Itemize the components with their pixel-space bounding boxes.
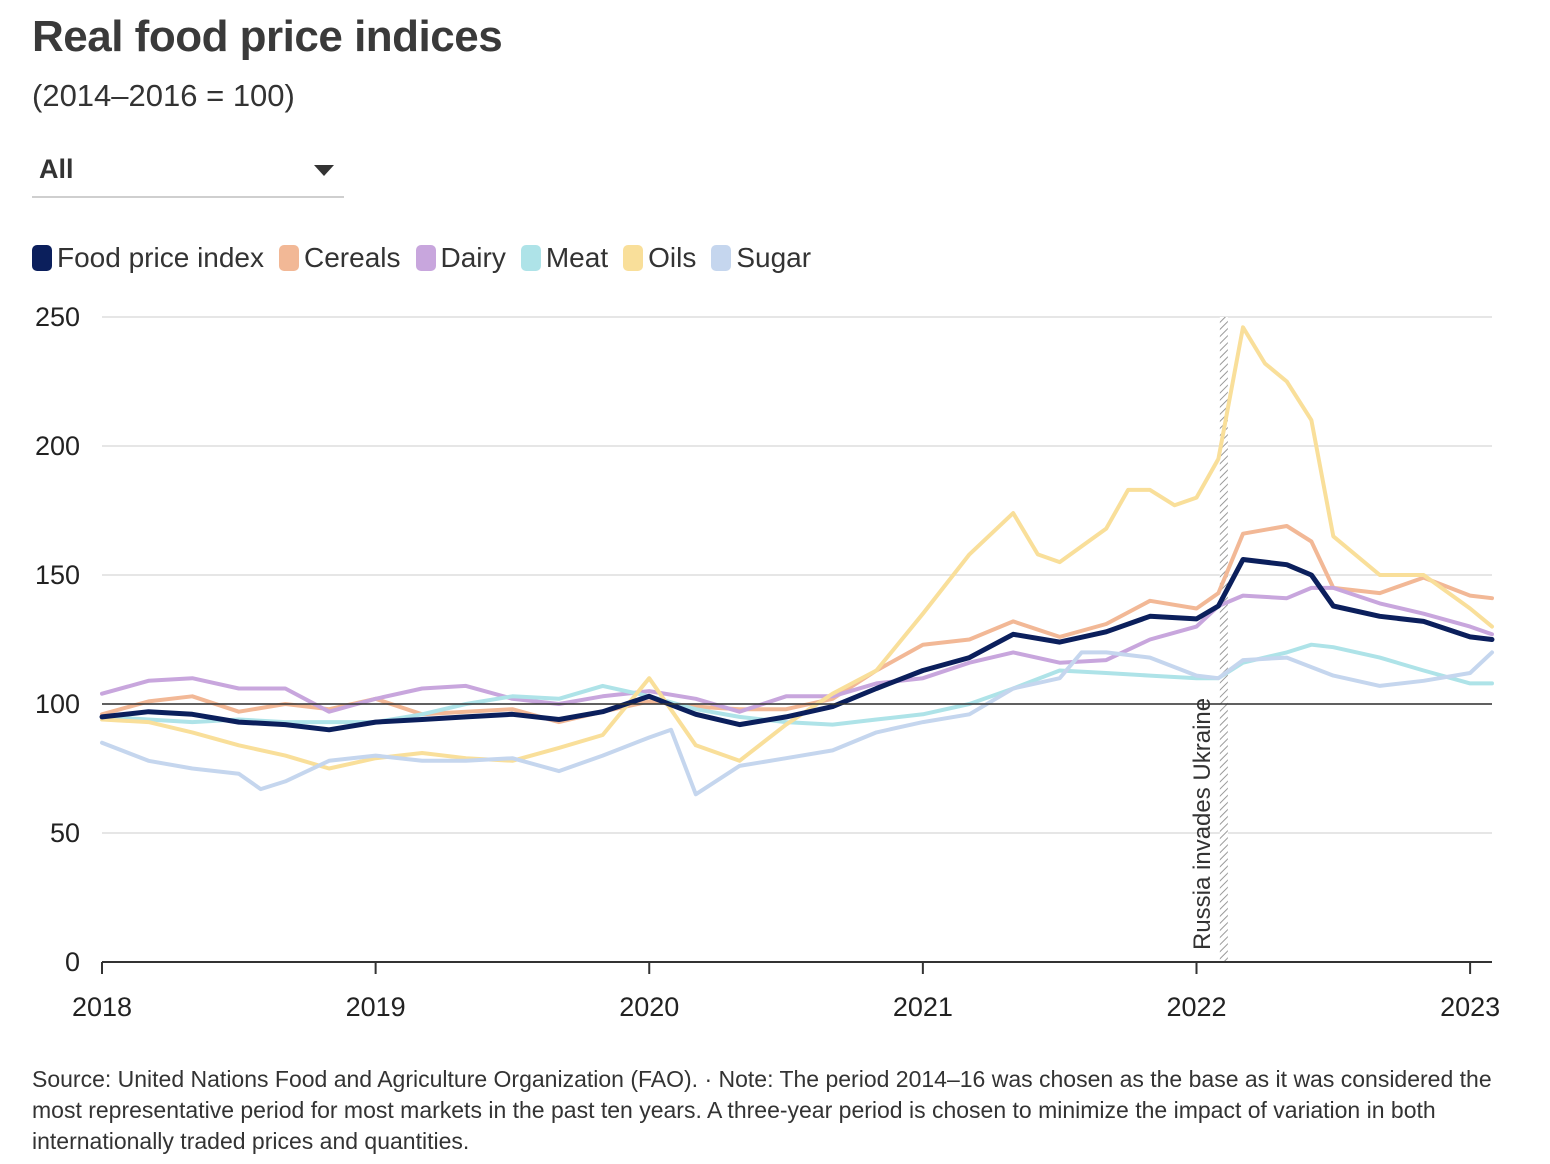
legend-swatch [32, 245, 52, 271]
chart-subtitle: (2014–2016 = 100) [32, 78, 295, 113]
series-line-dairy [100, 585, 1494, 714]
source-note: Source: United Nations Food and Agricult… [32, 1066, 1492, 1154]
x-tick-label: 2018 [72, 992, 132, 1022]
legend-item[interactable]: Dairy [415, 242, 506, 274]
legend-item[interactable]: Sugar [711, 242, 811, 274]
x-tick-label: 2020 [619, 992, 679, 1022]
y-tick-label: 100 [35, 689, 80, 719]
y-tick-label: 200 [35, 431, 80, 461]
legend-swatch [279, 245, 300, 271]
line-chart: 0 50 100 150 200 250 Russia invades Ukraine 201… [35, 302, 1500, 1022]
x-tick-label: 2019 [346, 992, 406, 1022]
chart-legend: Food price index Cereals Dairy Meat Oils Suga… [32, 238, 826, 278]
chevron-down-icon [314, 165, 334, 176]
series-line-meat [100, 642, 1494, 727]
x-tick-label: 2021 [893, 992, 953, 1022]
y-tick-label: 50 [50, 818, 80, 848]
y-tick-label: 0 [65, 947, 80, 977]
legend-swatch [623, 245, 644, 271]
legend-item[interactable]: Oils [623, 242, 696, 274]
series-line-sugar [100, 650, 1494, 797]
legend-label: Meat [545, 242, 609, 273]
series-line-cereals [100, 524, 1494, 725]
legend-label: Sugar [736, 242, 812, 273]
x-tick-label: 2022 [1166, 992, 1226, 1022]
chart-title: Real food price indices [32, 12, 503, 61]
legend-item[interactable]: Meat [520, 242, 609, 274]
legend-label: Oils [648, 242, 697, 273]
series-line-food-price-index [99, 557, 1495, 733]
event-label: Russia invades Ukraine [1189, 698, 1216, 950]
legend-item[interactable]: Cereals [279, 242, 401, 274]
category-dropdown[interactable]: All [32, 148, 344, 198]
dropdown-selected-value: All [39, 154, 74, 184]
legend-item[interactable]: Food price index [32, 242, 264, 274]
event-band [1219, 317, 1228, 962]
legend-swatch [711, 245, 732, 271]
legend-swatch [520, 245, 541, 271]
legend-label: Cereals [304, 242, 401, 273]
legend-label: Dairy [440, 242, 506, 273]
legend-swatch [415, 245, 436, 271]
y-tick-label: 150 [35, 560, 80, 590]
x-tick-label: 2023 [1440, 992, 1500, 1022]
legend-label: Food price index [57, 242, 265, 273]
y-tick-label: 250 [35, 302, 80, 332]
